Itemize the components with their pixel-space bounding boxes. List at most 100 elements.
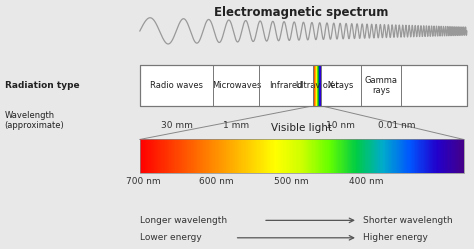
Bar: [359, 139, 360, 173]
Bar: [206, 139, 207, 173]
Bar: [415, 139, 416, 173]
Bar: [333, 139, 334, 173]
Bar: [305, 139, 306, 173]
Bar: [334, 139, 335, 173]
Bar: [350, 139, 351, 173]
Bar: [398, 139, 399, 173]
Text: Infrared: Infrared: [269, 81, 303, 90]
Bar: [198, 139, 199, 173]
Bar: [236, 139, 237, 173]
Bar: [272, 139, 273, 173]
Bar: [202, 139, 203, 173]
Bar: [222, 139, 223, 173]
Bar: [142, 139, 143, 173]
Bar: [183, 139, 184, 173]
Text: 10 nm: 10 nm: [326, 121, 355, 130]
Bar: [388, 139, 389, 173]
Bar: [426, 139, 427, 173]
Text: 400 nm: 400 nm: [349, 177, 383, 186]
Bar: [393, 139, 394, 173]
Bar: [223, 139, 224, 173]
Bar: [238, 139, 239, 173]
Bar: [445, 139, 447, 173]
Bar: [391, 139, 392, 173]
Bar: [249, 139, 250, 173]
Bar: [232, 139, 233, 173]
Bar: [378, 139, 379, 173]
Bar: [386, 139, 387, 173]
Bar: [384, 139, 385, 173]
Bar: [367, 139, 369, 173]
Bar: [290, 139, 291, 173]
Bar: [457, 139, 458, 173]
Bar: [261, 139, 262, 173]
Bar: [452, 139, 453, 173]
Text: 600 nm: 600 nm: [199, 177, 234, 186]
Bar: [201, 139, 202, 173]
Bar: [372, 139, 373, 173]
Text: 500 nm: 500 nm: [274, 177, 309, 186]
Bar: [178, 139, 179, 173]
Text: Higher energy: Higher energy: [363, 233, 428, 242]
Bar: [283, 139, 284, 173]
Bar: [162, 139, 163, 173]
Bar: [224, 139, 225, 173]
Bar: [394, 139, 396, 173]
Bar: [307, 139, 308, 173]
Bar: [152, 139, 153, 173]
Bar: [153, 139, 154, 173]
Bar: [336, 139, 337, 173]
Bar: [449, 139, 451, 173]
Bar: [287, 139, 288, 173]
Bar: [154, 139, 155, 173]
Bar: [199, 139, 200, 173]
Bar: [369, 139, 370, 173]
Bar: [448, 139, 449, 173]
Text: Gamma
rays: Gamma rays: [365, 76, 398, 95]
Bar: [322, 139, 323, 173]
Text: Shorter wavelength: Shorter wavelength: [363, 216, 452, 225]
Bar: [332, 139, 333, 173]
Bar: [167, 139, 168, 173]
Bar: [409, 139, 410, 173]
Bar: [280, 139, 281, 173]
Bar: [140, 139, 464, 173]
Bar: [221, 139, 222, 173]
Bar: [309, 139, 310, 173]
Bar: [239, 139, 240, 173]
Bar: [387, 139, 388, 173]
Bar: [273, 139, 275, 173]
Bar: [442, 139, 443, 173]
Bar: [194, 139, 195, 173]
Bar: [300, 139, 301, 173]
Bar: [455, 139, 456, 173]
Bar: [267, 139, 268, 173]
Bar: [424, 139, 425, 173]
Bar: [418, 139, 419, 173]
Bar: [275, 139, 276, 173]
Bar: [158, 139, 159, 173]
Bar: [346, 139, 347, 173]
Bar: [292, 139, 293, 173]
Bar: [319, 139, 320, 173]
Bar: [262, 139, 263, 173]
Bar: [374, 139, 375, 173]
Bar: [310, 139, 311, 173]
Bar: [171, 139, 172, 173]
Bar: [143, 139, 144, 173]
Bar: [248, 139, 249, 173]
Bar: [211, 139, 212, 173]
Text: Ultraviolet: Ultraviolet: [295, 81, 339, 90]
Bar: [234, 139, 235, 173]
Bar: [208, 139, 209, 173]
Bar: [432, 139, 433, 173]
Bar: [413, 139, 414, 173]
Bar: [254, 139, 255, 173]
Bar: [291, 139, 292, 173]
Bar: [318, 139, 319, 173]
Bar: [400, 139, 401, 173]
Bar: [343, 139, 344, 173]
Bar: [163, 139, 164, 173]
Bar: [422, 139, 424, 173]
Bar: [185, 139, 186, 173]
